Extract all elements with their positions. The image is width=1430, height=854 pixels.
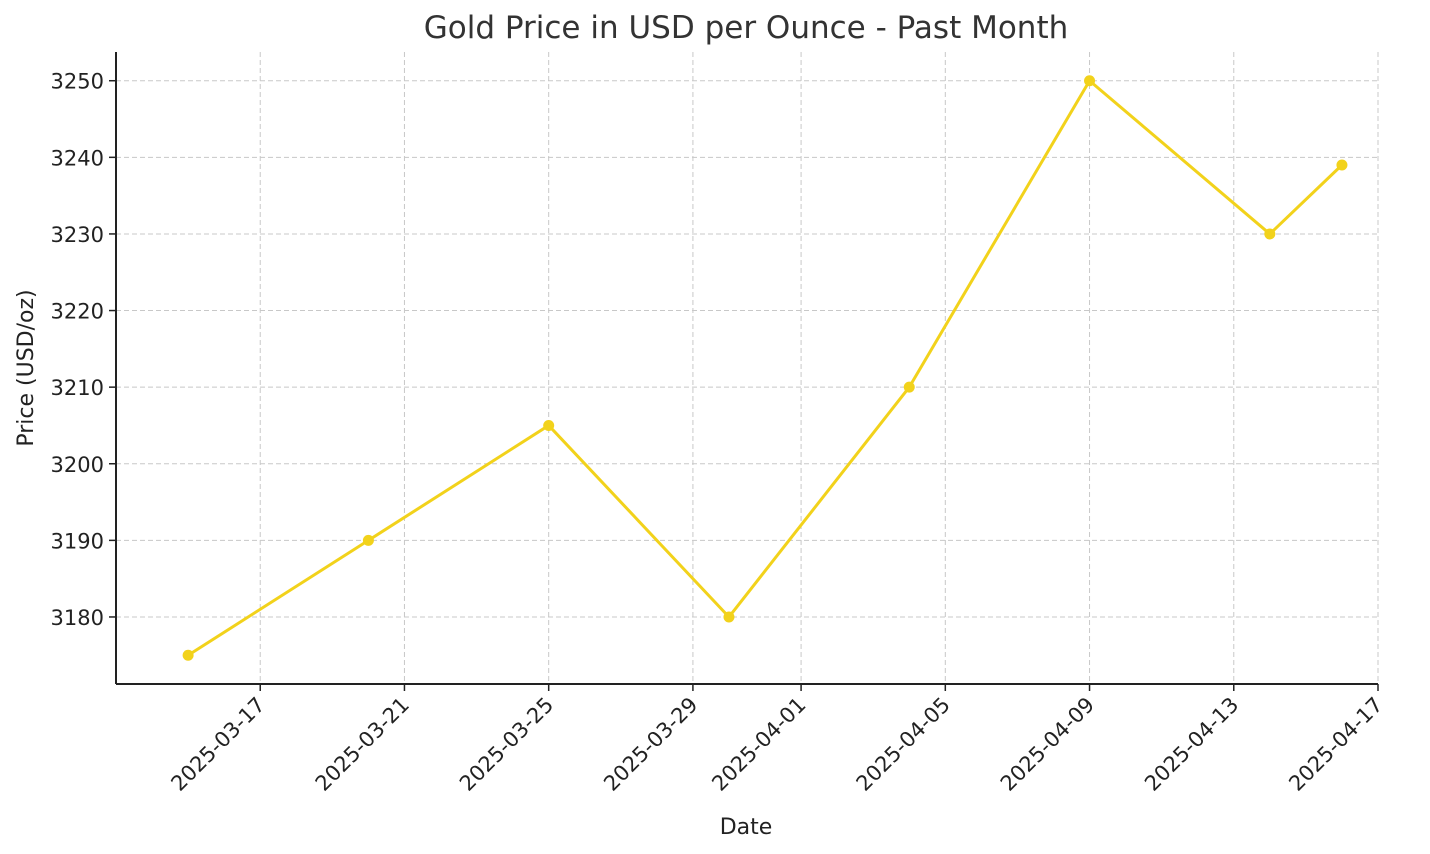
y-tick-label: 3210: [51, 376, 104, 400]
x-tick-label: 2025-04-09: [996, 693, 1099, 796]
y-tick-label: 3180: [51, 606, 104, 630]
series-line: [187, 79, 1343, 657]
x-tick-label: 2025-04-17: [1284, 693, 1387, 796]
data-point: [903, 381, 915, 393]
y-axis-ticks: 3180 3190 3200 3210 3220 3230 3240 3250: [51, 70, 116, 630]
axes: [115, 52, 1378, 685]
data-point: [723, 611, 735, 623]
data-point: [1084, 75, 1096, 87]
x-axis-label: Date: [720, 815, 773, 840]
y-axis-label: Price (USD/oz): [14, 289, 39, 446]
y-tick-label: 3250: [51, 70, 104, 94]
x-tick-label: 2025-04-05: [852, 693, 955, 796]
x-tick-label: 2025-04-01: [707, 693, 810, 796]
chart-title: Gold Price in USD per Ounce - Past Month: [424, 10, 1069, 46]
y-tick-label: 3190: [51, 529, 104, 553]
x-tick-label: 2025-03-29: [599, 693, 702, 796]
x-tick-label: 2025-03-25: [455, 693, 558, 796]
x-tick-label: 2025-04-13: [1140, 693, 1243, 796]
grid: [116, 52, 1379, 684]
y-tick-label: 3230: [51, 223, 104, 247]
data-point: [182, 649, 194, 661]
data-point: [362, 534, 374, 546]
y-tick-label: 3200: [51, 453, 104, 477]
data-point: [1264, 228, 1276, 240]
y-tick-label: 3220: [51, 300, 104, 324]
x-axis-ticks: 2025-03-17 2025-03-21 2025-03-25 2025-03-29…: [166, 684, 1388, 796]
data-point: [543, 419, 555, 431]
x-tick-label: 2025-03-21: [311, 693, 414, 796]
y-tick-label: 3240: [51, 146, 104, 170]
series-layer: [182, 75, 1348, 661]
data-point: [1336, 159, 1348, 171]
x-tick-label: 2025-03-17: [166, 693, 269, 796]
